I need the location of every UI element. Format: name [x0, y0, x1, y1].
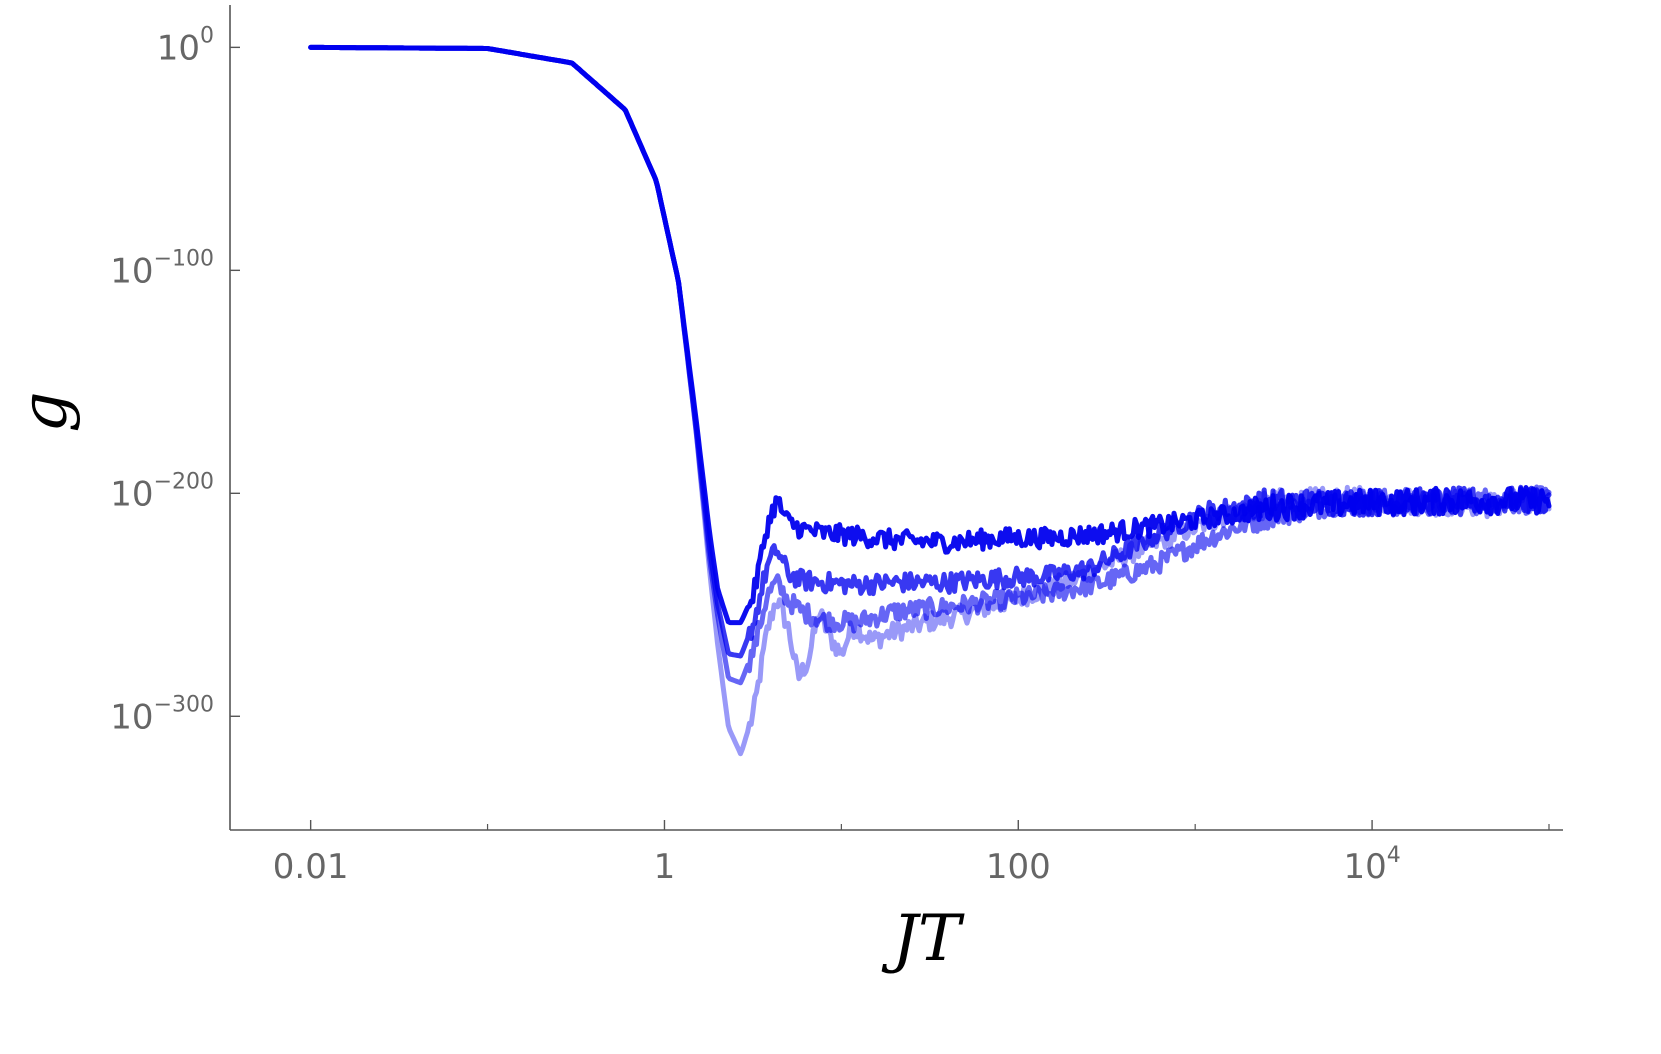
series-line-1	[308, 44, 1552, 757]
x-axis-title: JT	[881, 902, 965, 976]
y-tick-label-exponent: −100	[154, 246, 214, 271]
y-tick-label-base: 10	[110, 697, 153, 737]
x-tick-label-base: 0.01	[273, 847, 349, 887]
y-tick-label: 100	[157, 23, 214, 68]
series-line-4	[308, 44, 1552, 626]
x-tick-label: 1	[654, 847, 676, 887]
x-tick-label: 0.01	[273, 847, 349, 887]
y-tick-label: 10−100	[110, 246, 214, 291]
x-tick-label-base: 1	[654, 847, 676, 887]
y-tick-label-base: 10	[110, 251, 153, 291]
y-tick-label-base: 10	[157, 28, 200, 68]
x-tick-label: 100	[986, 847, 1051, 887]
y-axis-title: g	[8, 392, 82, 433]
y-tick-label: 10−300	[110, 692, 214, 737]
y-tick-label-base: 10	[110, 474, 153, 514]
series-line-2	[308, 44, 1552, 686]
y-tick-label-exponent: 0	[200, 23, 214, 48]
series-layer	[308, 44, 1552, 757]
x-tick-label-base: 10	[1343, 847, 1386, 887]
x-tick-label: 104	[1343, 843, 1400, 887]
x-tick-label-exponent: 4	[1387, 843, 1401, 868]
axes	[229, 5, 1563, 831]
series-line-3	[308, 44, 1552, 659]
x-tick-label-base: 100	[986, 847, 1051, 887]
y-tick-label: 10−200	[110, 469, 214, 514]
x-axis-ticks: 0.01 1 100 104	[273, 820, 1550, 887]
y-tick-label-exponent: −200	[154, 469, 214, 494]
y-tick-label-exponent: −300	[154, 692, 214, 717]
